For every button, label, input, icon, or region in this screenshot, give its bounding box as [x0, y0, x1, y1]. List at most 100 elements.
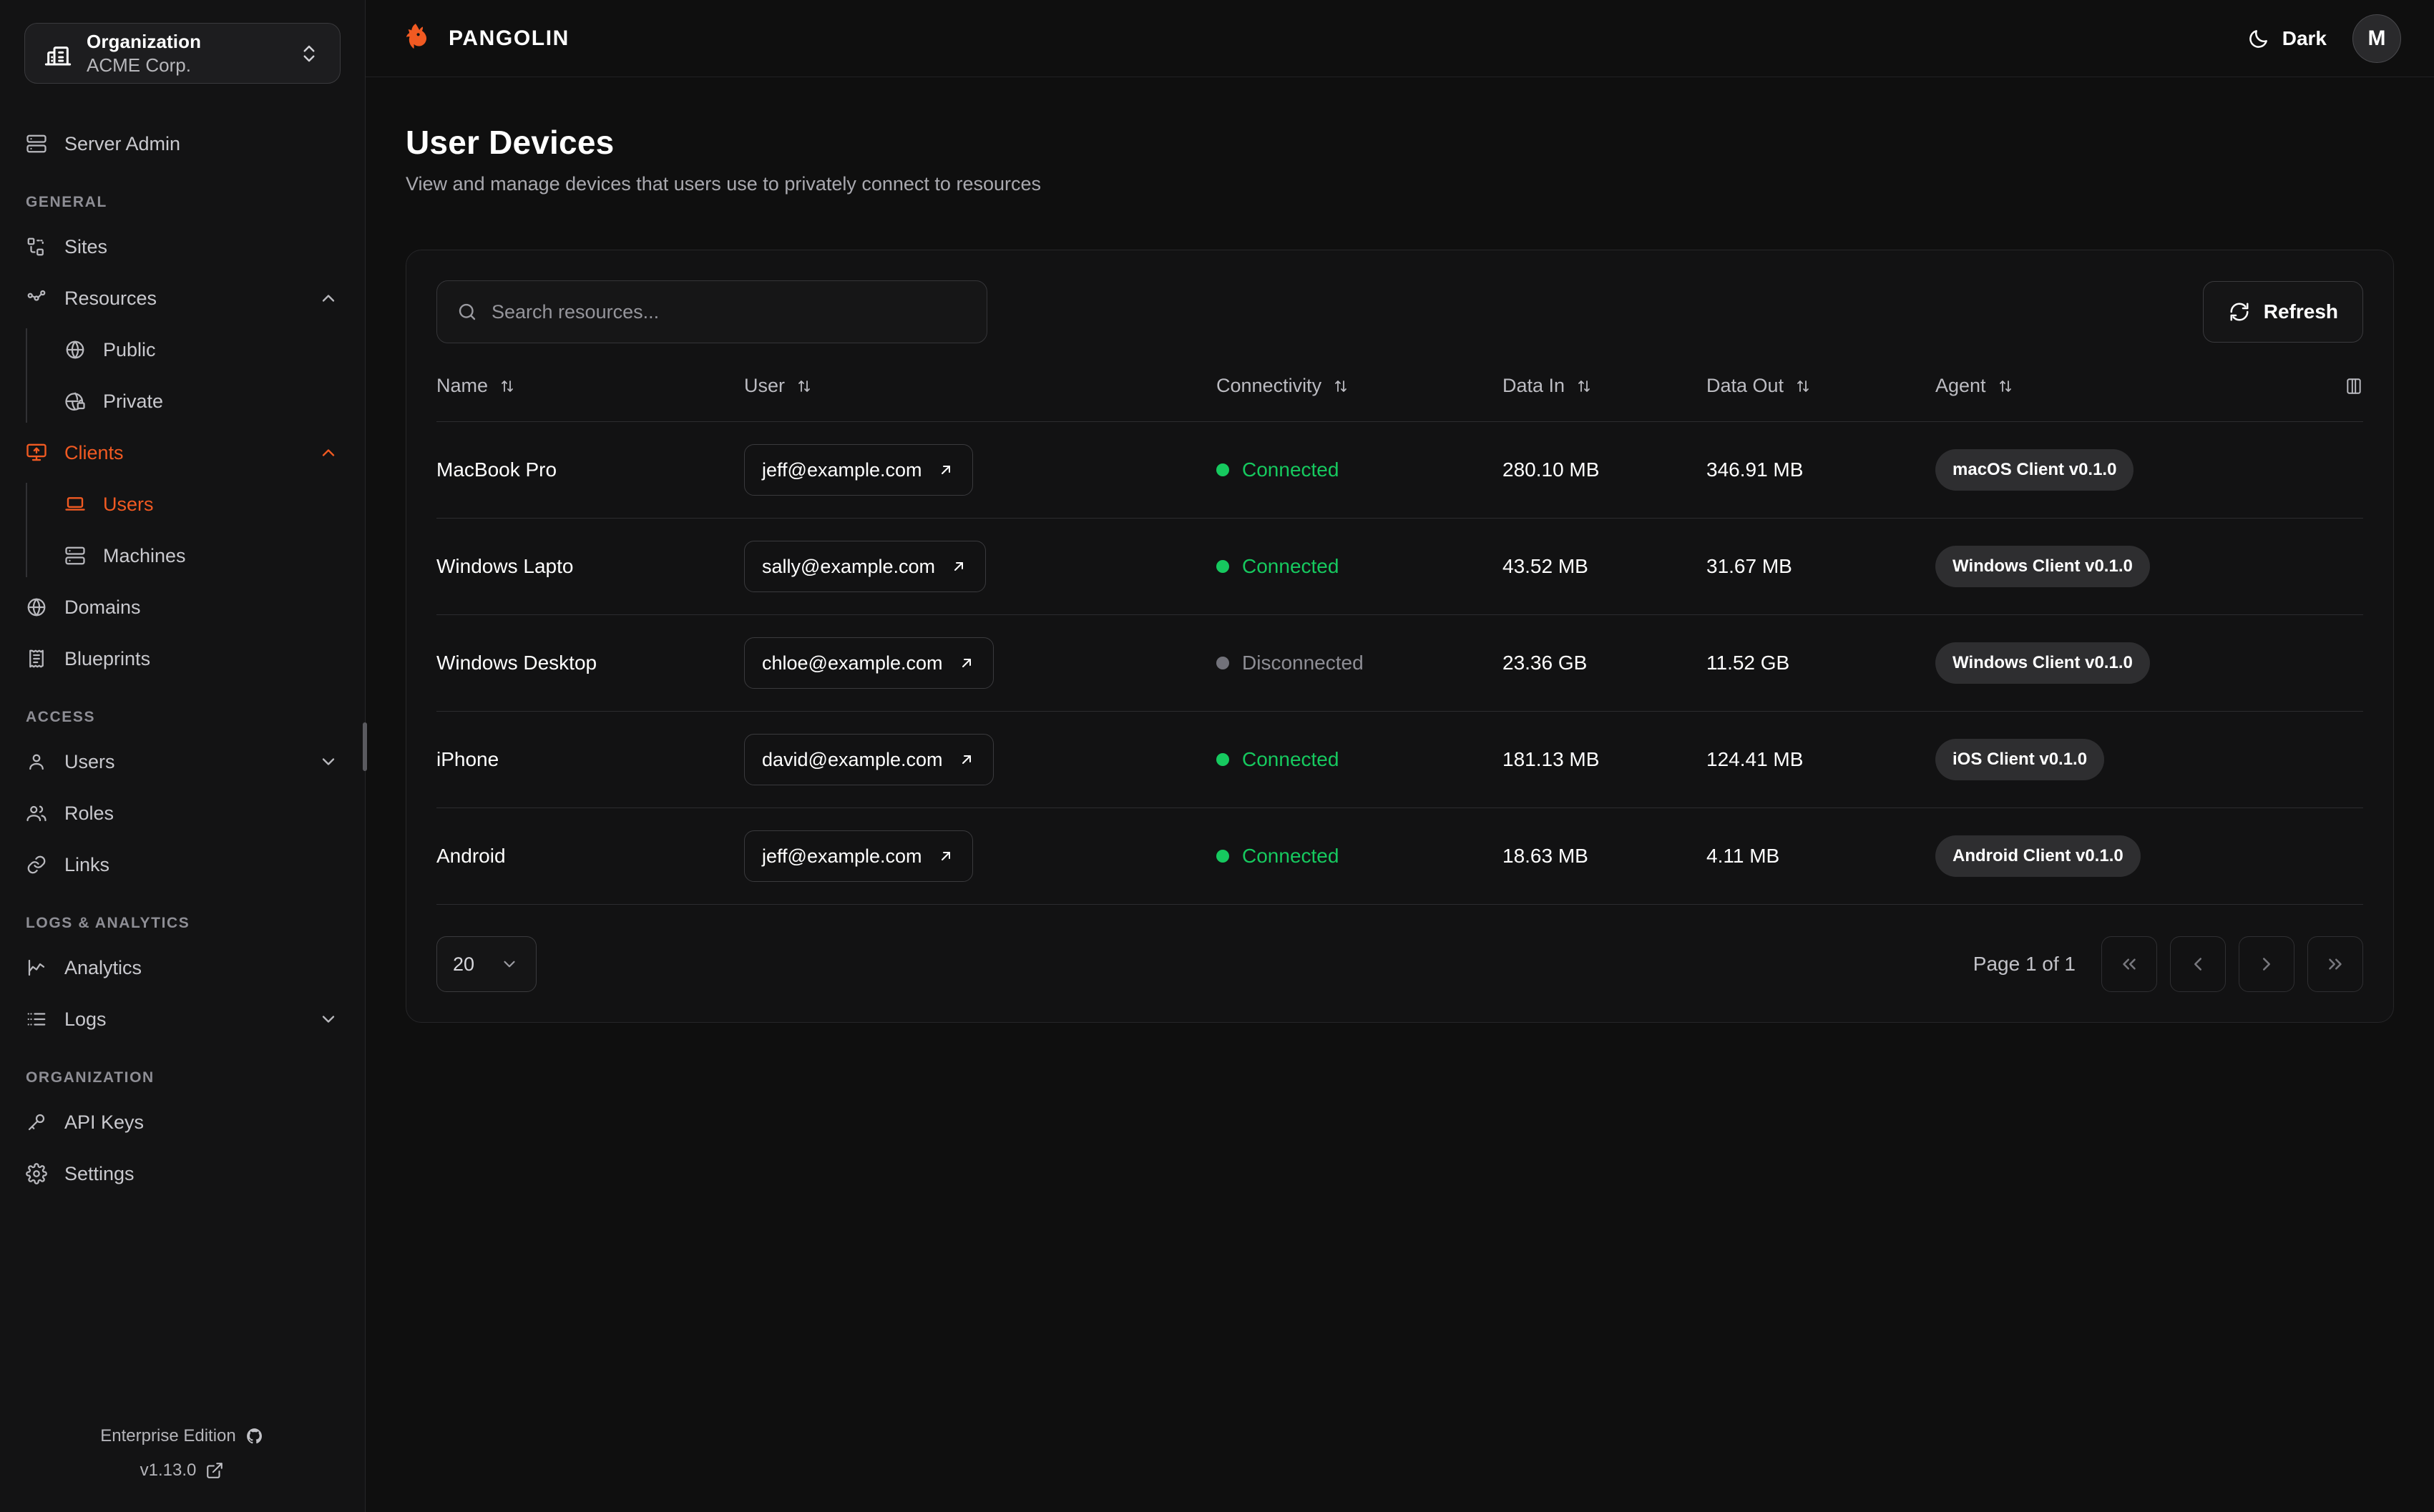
user-link-button[interactable]: david@example.com: [744, 734, 994, 785]
search-input[interactable]: [492, 300, 968, 323]
chevron-up-icon[interactable]: [316, 441, 341, 465]
user-link-button[interactable]: jeff@example.com: [744, 830, 973, 882]
version-link[interactable]: v1.13.0: [140, 1461, 225, 1481]
devices-card: Refresh Name: [406, 250, 2394, 1023]
cell-data-out: 11.52 GB: [1706, 614, 1935, 712]
cell-name: Windows Lapto: [436, 518, 744, 615]
chevron-right-icon: [2256, 953, 2277, 975]
user-email: chloe@example.com: [762, 652, 943, 674]
theme-toggle[interactable]: Dark: [2247, 26, 2327, 51]
sidebar-item-server-admin[interactable]: Server Admin: [0, 118, 365, 170]
user-link-button[interactable]: chloe@example.com: [744, 637, 994, 689]
agent-badge: macOS Client v0.1.0: [1935, 449, 2134, 491]
cell-connectivity: Disconnected: [1216, 614, 1502, 712]
agent-badge: Windows Client v0.1.0: [1935, 642, 2150, 684]
next-page-button[interactable]: [2239, 936, 2294, 992]
device-name: iPhone: [436, 748, 499, 770]
search-box[interactable]: [436, 280, 987, 343]
previous-page-button[interactable]: [2170, 936, 2226, 992]
sidebar-item-public[interactable]: Public: [26, 324, 365, 375]
data-in-value: 43.52 MB: [1502, 555, 1588, 577]
sidebar-item-api-keys[interactable]: API Keys: [0, 1096, 365, 1148]
sidebar-item-sites[interactable]: Sites: [0, 221, 365, 273]
sidebar-item-roles[interactable]: Roles: [0, 787, 365, 839]
sidebar: Organization ACME Corp. Server Admin GEN…: [0, 0, 367, 1512]
table-row[interactable]: Android jeff@example.com Connected 18.63 MB…: [436, 807, 2363, 905]
edition-label: Enterprise Edition: [100, 1426, 236, 1445]
cell-actions: [2284, 807, 2363, 905]
edition-link[interactable]: Enterprise Edition: [100, 1426, 264, 1446]
cell-user: jeff@example.com: [744, 421, 1216, 519]
table-row[interactable]: MacBook Pro jeff@example.com Connected 280.…: [436, 421, 2363, 519]
arrow-up-right-icon: [949, 557, 968, 576]
data-out-value: 346.91 MB: [1706, 458, 1804, 481]
link-icon: [24, 853, 49, 877]
column-header-data-out[interactable]: Data Out: [1706, 375, 1935, 422]
page-subtitle: View and manage devices that users use t…: [406, 173, 1041, 195]
sidebar-item-clients[interactable]: Clients: [0, 427, 365, 478]
sidebar-item-machines[interactable]: Machines: [26, 530, 365, 581]
user-email: jeff@example.com: [762, 458, 922, 481]
cell-user: jeff@example.com: [744, 807, 1216, 905]
sidebar-item-resources[interactable]: Resources: [0, 273, 365, 324]
table-row[interactable]: Windows Desktop chloe@example.com Disconne…: [436, 614, 2363, 712]
sidebar-item-blueprints[interactable]: Blueprints: [0, 633, 365, 684]
search-icon: [456, 300, 479, 323]
sidebar-item-label: Users: [64, 750, 115, 772]
first-page-button[interactable]: [2101, 936, 2157, 992]
sidebar-item-users-access[interactable]: Users: [0, 736, 365, 787]
chevron-down-icon[interactable]: [316, 750, 341, 774]
sidebar-item-label: Server Admin: [64, 132, 181, 154]
user-email: jeff@example.com: [762, 845, 922, 867]
avatar[interactable]: M: [2352, 14, 2401, 63]
key-icon: [24, 1110, 49, 1134]
sidebar-item-settings[interactable]: Settings: [0, 1148, 365, 1199]
page-info: Page 1 of 1: [1973, 953, 2076, 975]
refresh-button[interactable]: Refresh: [2202, 281, 2363, 343]
column-label: User: [744, 375, 786, 396]
server-icon: [24, 132, 49, 156]
monitor-up-icon: [24, 441, 49, 465]
sidebar-scrollbar[interactable]: [363, 722, 367, 771]
arrow-up-right-icon: [937, 847, 955, 865]
sidebar-item-links[interactable]: Links: [0, 839, 365, 890]
last-page-button[interactable]: [2307, 936, 2363, 992]
sidebar-item-label: Public: [103, 338, 156, 360]
column-header-user[interactable]: User: [744, 375, 1216, 422]
column-header-name[interactable]: Name: [436, 375, 744, 422]
sidebar-subnav-resources: Public Private: [0, 324, 365, 427]
org-switcher[interactable]: Organization ACME Corp.: [24, 23, 341, 84]
sidebar-item-label: Blueprints: [64, 647, 151, 669]
sidebar-item-label: Links: [64, 853, 110, 875]
sidebar-item-private[interactable]: Private: [26, 375, 365, 427]
sort-arrows-icon: [1996, 377, 2015, 396]
sidebar-item-analytics[interactable]: Analytics: [0, 942, 365, 993]
cell-agent: macOS Client v0.1.0: [1935, 421, 2284, 519]
column-header-agent[interactable]: Agent: [1935, 375, 2284, 422]
brand[interactable]: PANGOLIN: [399, 20, 570, 57]
sidebar-item-domains[interactable]: Domains: [0, 581, 365, 633]
chevron-up-icon[interactable]: [316, 286, 341, 310]
page-size-select[interactable]: 20: [436, 936, 537, 992]
user-link-button[interactable]: jeff@example.com: [744, 444, 973, 496]
cell-name: MacBook Pro: [436, 421, 744, 519]
table-row[interactable]: Windows Lapto sally@example.com Connected 4…: [436, 518, 2363, 615]
pangolin-logo-icon: [399, 20, 436, 57]
status-dot-icon: [1216, 657, 1229, 669]
table-row[interactable]: iPhone david@example.com Connected 181.13 M…: [436, 711, 2363, 808]
gear-icon: [24, 1162, 49, 1186]
sidebar-item-label: Resources: [64, 287, 157, 309]
column-visibility-toggle[interactable]: [2284, 375, 2363, 422]
brand-name: PANGOLIN: [449, 26, 570, 50]
chevron-down-icon[interactable]: [316, 1007, 341, 1031]
page-size-value: 20: [453, 953, 475, 975]
column-header-data-in[interactable]: Data In: [1502, 375, 1706, 422]
user-link-button[interactable]: sally@example.com: [744, 541, 986, 592]
sidebar-item-users-clients[interactable]: Users: [26, 478, 365, 530]
sidebar-item-logs[interactable]: Logs: [0, 993, 365, 1045]
chevrons-up-down-icon[interactable]: [297, 41, 321, 66]
sidebar-item-label: Machines: [103, 544, 186, 566]
sidebar-section-general: GENERAL: [26, 194, 107, 210]
data-out-value: 31.67 MB: [1706, 555, 1792, 577]
column-header-connectivity[interactable]: Connectivity: [1216, 375, 1502, 422]
